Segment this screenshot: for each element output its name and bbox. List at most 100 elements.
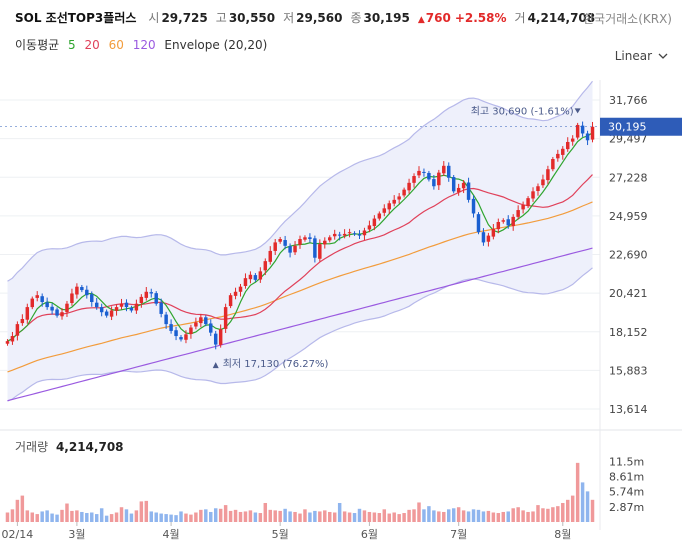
- volume-bar: [45, 510, 49, 522]
- volume-bar: [124, 509, 129, 522]
- volume-bar: [432, 510, 436, 522]
- exchange-label: 한국거래소(KRX): [583, 12, 672, 26]
- candle-body: [541, 179, 545, 186]
- volume-bar: [164, 514, 168, 522]
- volume-bar: [442, 511, 446, 522]
- candle-body: [298, 239, 302, 245]
- volume-bar: [204, 509, 208, 522]
- candle-body: [442, 165, 446, 174]
- candle-body: [184, 334, 188, 340]
- candle-body: [94, 302, 99, 308]
- envelope-legend[interactable]: Envelope (20,20): [164, 38, 268, 52]
- volume-bar: [35, 514, 39, 522]
- scale-dropdown[interactable]: Linear: [615, 49, 668, 63]
- candle-body: [119, 303, 124, 307]
- volume-bar: [90, 512, 94, 522]
- candle-body: [427, 172, 431, 180]
- candle-body: [228, 295, 233, 307]
- volume-bar: [60, 509, 64, 522]
- candle-body: [536, 186, 540, 192]
- ma5-legend[interactable]: 5: [68, 38, 76, 52]
- candle-body: [447, 165, 451, 178]
- ma20-line: [7, 174, 593, 342]
- envelope-upper-line: [7, 80, 593, 282]
- volume-bar: [199, 509, 203, 522]
- volume-bar: [387, 513, 391, 522]
- volume-panel-label: 거래량 4,214,708: [15, 438, 124, 455]
- volume-bar: [506, 511, 510, 522]
- volume-bar: [382, 509, 387, 522]
- volume-bar: [491, 512, 496, 522]
- volume-bar: [104, 515, 109, 522]
- volume-bar: [313, 510, 317, 522]
- ma120-legend[interactable]: 120: [132, 38, 156, 52]
- candle-body: [531, 191, 535, 199]
- candle-body: [352, 233, 357, 235]
- volume-value: 4,214,708: [527, 11, 596, 25]
- x-tick-label: 4월: [163, 528, 180, 541]
- volume-bar: [456, 507, 461, 522]
- volume-bar: [437, 511, 441, 522]
- candle-body: [85, 289, 89, 296]
- candle-body: [461, 182, 466, 189]
- candle-body: [293, 245, 297, 253]
- candle-body: [104, 311, 109, 316]
- high-marker-icon: [574, 108, 581, 114]
- open-value: 29,725: [161, 11, 208, 25]
- candle-body: [40, 296, 44, 302]
- volume-bar: [238, 511, 243, 522]
- volume-bar: [213, 508, 218, 522]
- candle-body: [303, 237, 307, 240]
- candle-body: [164, 314, 168, 325]
- volume-bar: [25, 510, 30, 522]
- candle-body: [129, 307, 134, 311]
- volume-bar: [580, 482, 585, 522]
- volume-bar: [20, 495, 25, 522]
- volume-bar: [585, 491, 590, 522]
- envelope-lower-line: [7, 267, 593, 402]
- candle-body: [308, 237, 312, 240]
- volume-bar: [15, 499, 20, 522]
- candle-body: [313, 238, 317, 258]
- volume-bar: [397, 514, 401, 522]
- candle-body: [347, 232, 352, 234]
- candle-body: [99, 307, 104, 313]
- volume-bar: [303, 509, 307, 522]
- candle-body: [417, 170, 421, 176]
- open-label: 시: [148, 11, 160, 25]
- volume-bar: [55, 514, 59, 522]
- volume-bar: [516, 507, 520, 522]
- candle-body: [50, 306, 54, 311]
- volume-bar: [565, 499, 570, 522]
- candle-body: [253, 275, 258, 280]
- candle-body: [521, 204, 525, 210]
- volume-bar: [347, 512, 352, 522]
- ma60-legend[interactable]: 60: [108, 38, 124, 52]
- y-tick-label: 27,228: [609, 171, 648, 184]
- candle-body: [15, 324, 20, 336]
- volume-bar: [501, 511, 506, 522]
- candle-body: [422, 171, 426, 173]
- volume-tick-label: 8.61m: [609, 471, 644, 484]
- candle-body: [546, 169, 550, 181]
- stock-header: SOL 조선TOP3플러스 시 29,725 고 30,550 저 29,560…: [0, 0, 682, 32]
- candle-body: [154, 293, 158, 304]
- volume-bar: [328, 511, 332, 522]
- candle-body: [332, 233, 337, 237]
- volume-bar: [332, 512, 337, 522]
- y-tick-label: 31,766: [609, 94, 648, 107]
- ma20-legend[interactable]: 20: [84, 38, 100, 52]
- candle-body: [491, 228, 496, 237]
- volume-bar: [139, 501, 144, 522]
- volume-bar: [323, 510, 327, 522]
- volume-bar: [159, 513, 163, 522]
- scale-value: Linear: [614, 49, 652, 63]
- volume-bar: [179, 511, 183, 522]
- indicator-legend[interactable]: 이동평균 5 20 60 120 Envelope (20,20): [15, 36, 272, 53]
- candle-body: [134, 303, 139, 311]
- volume-bar: [99, 508, 104, 522]
- candle-body: [496, 221, 501, 230]
- volume-bar: [169, 514, 173, 522]
- volume-bar: [352, 513, 357, 522]
- volume-bar: [30, 512, 35, 522]
